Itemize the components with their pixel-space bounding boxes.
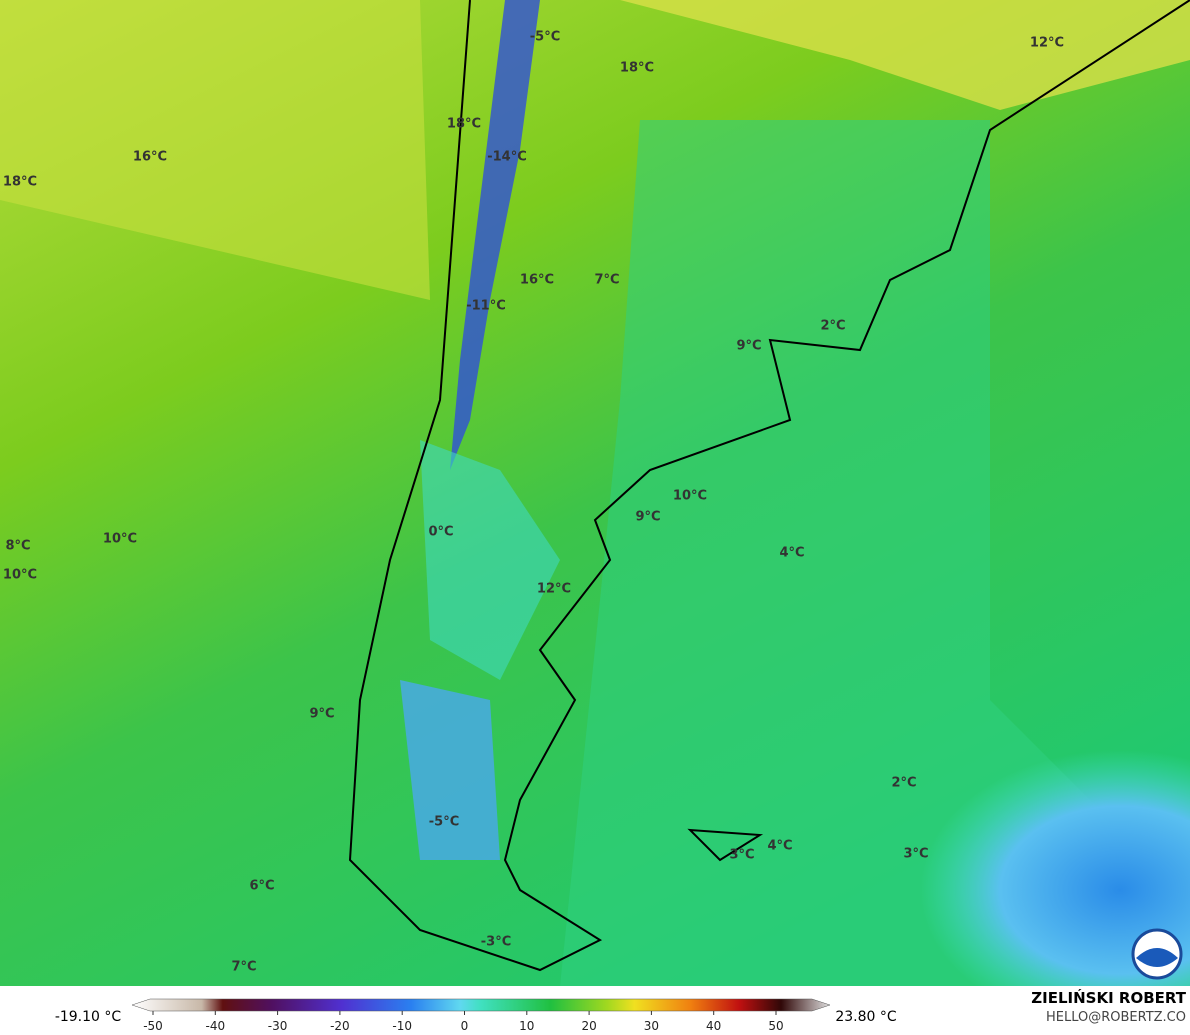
temperature-label: 4°C [779,546,804,561]
cold-region [400,680,500,860]
temperature-label: 0°C [428,525,453,540]
temperature-label: 6°C [249,879,274,894]
temperature-label: 8°C [5,539,30,554]
temperature-label: 2°C [820,319,845,334]
temperature-label: 12°C [1030,36,1064,51]
temperature-label: 16°C [520,273,554,288]
warm-region [620,0,1190,110]
temperature-label: 3°C [903,847,928,862]
credit-email: HELLO@ROBERTZ.CO [1046,1010,1186,1025]
temperature-label: 9°C [736,339,761,354]
colorbar-tick-label: 50 [768,1019,783,1033]
temperature-label: 16°C [133,150,167,165]
colorbar-tick-label: 20 [581,1019,596,1033]
temperature-label: 10°C [103,532,137,547]
colorbar-tick-label: -30 [268,1019,288,1033]
colorbar-min: -19.10 °C [55,1009,122,1025]
temperature-label: 7°C [231,960,256,975]
temperature-label: 18°C [447,117,481,132]
coastline [348,0,1190,972]
temperature-label: 18°C [3,175,37,190]
temperature-label: 9°C [309,707,334,722]
colorbar-tick-label: 0 [461,1019,469,1033]
cold-region [920,750,1190,1030]
colorbar-tick-label: -10 [392,1019,412,1033]
temperature-label: 18°C [620,61,654,76]
colorbar-tick-label: -20 [330,1019,350,1033]
colorbar-tick-label: 40 [706,1019,721,1033]
temperature-label: 10°C [3,568,37,583]
temperature-label: -14°C [487,150,527,165]
colorbar-tick-label: 30 [644,1019,659,1033]
temperature-label: -5°C [530,30,560,45]
temperature-label: 3°C [729,848,754,863]
andes-cold [450,0,540,470]
colorbar-max: 23.80 °C [835,1009,897,1025]
noaa-logo-wave [1136,948,1178,967]
warm-region [0,0,430,300]
temperature-label: 10°C [673,489,707,504]
temperature-label: -3°C [481,935,511,950]
temperature-label: 7°C [594,273,619,288]
temperature-label: 9°C [635,510,660,525]
colorbar-tick-label: -40 [205,1019,225,1033]
temperature-label: 2°C [891,776,916,791]
falklands [687,828,764,862]
colorbar [131,998,831,1012]
temperature-label: -5°C [429,815,459,830]
cold-region [420,440,560,680]
temperature-label: 12°C [537,582,571,597]
temperature-label: -11°C [466,299,506,314]
credit-name: ZIELIŃSKI ROBERT [1031,988,1186,1007]
colorbar-tick-label: 10 [519,1019,534,1033]
colorbar-tick-label: -50 [143,1019,163,1033]
temperature-label: 4°C [767,839,792,854]
